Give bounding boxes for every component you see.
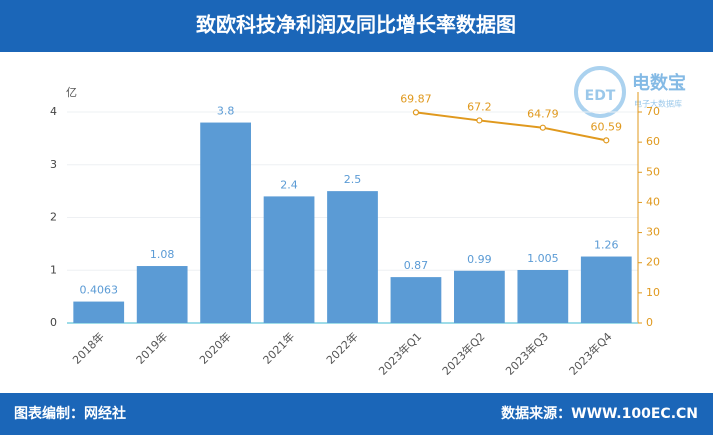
bar [580,256,632,323]
y-unit: 亿 [66,86,77,99]
bar-value-label: 3.8 [217,105,235,118]
x-tick-label: 2018年 [69,329,106,366]
bar-value-label: 0.99 [467,253,492,266]
header-band [0,0,713,52]
logo-ring [574,66,626,118]
line-point [476,117,483,124]
x-tick-label: 2023年Q1 [376,329,425,378]
line-value-label: 60.59 [591,120,623,133]
x-tick-label: 2023年Q4 [566,329,615,378]
line-value-label: 67.2 [467,100,492,113]
footer-band [0,393,713,435]
x-tick-label: 2023年Q3 [503,329,552,378]
bar [517,269,569,323]
bar-value-label: 2.4 [280,178,298,191]
line-point [412,109,420,116]
y2-tick-label: 60 [646,135,660,148]
y-tick-label: 4 [50,105,57,118]
bar-value-label: 2.5 [344,173,362,186]
y2-tick-label: 10 [646,286,660,299]
line-point [603,137,610,144]
line-point [539,124,546,131]
y-tick-label: 3 [50,158,57,171]
x-tick-label: 2023年Q2 [439,329,488,378]
line-value-label: 64.79 [527,108,559,121]
y2-tick-label: 30 [646,226,660,239]
x-tick-label: 2019年 [133,329,170,366]
y2-tick-label: 40 [646,195,660,208]
bar [200,122,251,323]
bar [454,270,505,323]
x-tick-label: 2021年 [260,329,297,366]
y2-tick-label: 0 [646,316,653,329]
y2-tick-label: 50 [646,165,660,178]
bar [73,301,125,323]
line [415,111,607,142]
chart-title: 致欧科技净利润及同比增长率数据图 [196,13,516,37]
y-tick-label: 0 [50,316,57,329]
footer-right: 数据来源：WWW.100EC.CN [501,405,698,422]
x-tick-label: 2022年 [323,329,360,366]
bar-value-label: 0.87 [404,259,429,272]
logo-sub: EDT [585,88,616,104]
bar [390,277,442,323]
logo-text: 电数宝 [632,72,686,94]
bar-value-label: 1.26 [594,239,619,252]
logo: EDT 电数宝 电子大数据库 [574,66,686,118]
y-tick-label: 2 [50,211,57,224]
bar-value-label: 1.005 [527,252,559,265]
bar [327,191,378,323]
line-value-label: 69.87 [400,92,432,105]
y-tick-label: 1 [50,263,57,276]
y2-tick-label: 20 [646,256,660,269]
y2-tick-label: 70 [646,105,660,118]
bar [136,266,188,323]
bar [263,196,315,323]
footer-left: 图表编制：网经社 [14,405,126,422]
bar-value-label: 0.4063 [79,284,118,297]
bar-value-label: 1.08 [150,248,175,261]
logo-tagline: 电子大数据库 [634,99,682,109]
x-tick-label: 2020年 [196,329,233,366]
